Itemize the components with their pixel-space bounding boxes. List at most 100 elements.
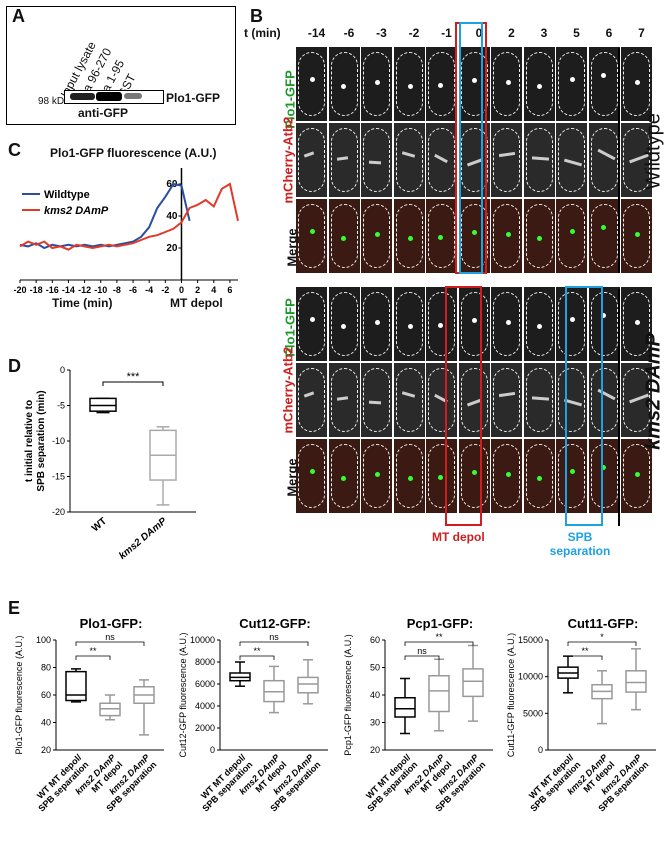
- time-label: -14: [307, 26, 326, 40]
- spb-dot: [472, 230, 477, 236]
- spb-dot: [438, 322, 444, 328]
- y-tick-label: 20: [166, 243, 178, 254]
- y-tick-label: 10000: [190, 635, 215, 645]
- row-label-atb2-mut: mCherry-Atb2: [280, 346, 296, 434]
- cell-outline: [363, 368, 390, 432]
- micrograph: [426, 47, 457, 121]
- spb-dot: [537, 84, 542, 89]
- sig-bracket: [239, 655, 275, 660]
- cell-outline: [493, 128, 520, 192]
- x-tick-label: -12: [78, 285, 91, 295]
- sig-label: ns: [269, 632, 279, 642]
- micrograph: [621, 123, 652, 197]
- cell-outline: [395, 128, 423, 192]
- marker-label: 98 kD: [38, 96, 65, 107]
- spb-dot: [340, 84, 346, 89]
- micrograph: [328, 287, 360, 361]
- cell-outline: [623, 292, 650, 356]
- chart-title: Pcp1-GFP:: [407, 616, 473, 631]
- cell-outline: [590, 292, 618, 356]
- y-tick-label: 10000: [518, 672, 543, 682]
- spb-dot: [505, 232, 511, 238]
- cell-outline: [493, 292, 520, 356]
- y-tick-label: 60: [370, 635, 380, 645]
- y-axis-label: Pcp1-GFP fluorescence (A.U.): [343, 634, 353, 755]
- micrograph: [491, 439, 522, 513]
- spb-dot: [569, 76, 575, 82]
- cell-outline: [298, 204, 325, 268]
- cell-outline: [298, 292, 325, 356]
- panel-c-xlabel2: MT depol: [170, 296, 223, 310]
- cell-outline: [330, 368, 358, 432]
- cell-outline: [623, 204, 650, 268]
- sig-bracket: [567, 641, 637, 646]
- micrograph: [588, 363, 620, 437]
- cell-outline: [363, 128, 390, 192]
- sig-bracket: [239, 641, 309, 646]
- micrograph: [621, 199, 652, 273]
- cell-outline: [525, 444, 553, 508]
- cell-outline: [428, 128, 455, 192]
- spb-dot: [569, 316, 575, 322]
- micrograph: [393, 47, 425, 121]
- spb-dot: [600, 464, 606, 470]
- cell-outline: [590, 52, 618, 116]
- cell-outline: [460, 128, 488, 192]
- spb-dot: [309, 316, 315, 322]
- x-tick-label: -14: [62, 285, 75, 295]
- band-3: [124, 93, 142, 99]
- strain-bar-mut: [618, 289, 620, 526]
- spb-sep-label: SPB separation: [549, 530, 611, 558]
- spb-dot: [309, 468, 315, 474]
- cell-outline: [558, 128, 585, 192]
- micrograph: [491, 287, 522, 361]
- cell-outline: [460, 292, 488, 356]
- cell-outline: [525, 368, 553, 432]
- sig-bracket: [102, 381, 164, 386]
- cell-outline: [623, 368, 650, 432]
- spb-dot: [634, 80, 640, 86]
- cell-outline: [558, 292, 585, 356]
- spb-dot: [600, 72, 606, 78]
- cell-outline: [460, 444, 488, 508]
- y-tick-label: 40: [370, 690, 380, 700]
- x-tick-label: 0: [179, 285, 184, 295]
- y-axis-label: Cut12-GFP fluorescence (A.U.): [178, 633, 188, 758]
- cell-outline: [623, 444, 650, 508]
- sig-bracket: [567, 655, 603, 660]
- spb-dot: [569, 468, 575, 474]
- micrograph: [621, 439, 652, 513]
- legend-label: kms2 DAmP: [44, 205, 109, 217]
- spb-dot: [438, 234, 444, 240]
- sig-label: *: [600, 632, 604, 642]
- cell-outline: [590, 204, 618, 268]
- cell-outline: [558, 444, 585, 508]
- cell-outline: [395, 52, 423, 116]
- box: [65, 670, 87, 702]
- cell-outline: [525, 52, 553, 116]
- spb-dot: [309, 76, 315, 82]
- time-label: -1: [441, 26, 452, 40]
- y-axis-label-line: t initial relative to: [24, 400, 35, 482]
- strain-wildtype: Wildtype: [642, 113, 665, 190]
- y-tick-label: 30: [370, 718, 380, 728]
- micrograph: [556, 363, 587, 437]
- time-label: -6: [343, 26, 355, 40]
- cell-outline: [395, 444, 423, 508]
- panel-e-chart: Plo1-GFP: 20 40 60 80 100 Plo1-GFP fluorescenc…: [14, 616, 164, 814]
- micrograph: [458, 363, 490, 437]
- y-tick-label: 40: [41, 718, 51, 728]
- panel-a-label: A: [12, 6, 25, 26]
- cell-outline: [298, 52, 325, 116]
- micrograph: [458, 123, 490, 197]
- y-axis-label: t initial relative toSPB separation (min…: [24, 390, 47, 491]
- cell-outline: [493, 444, 520, 508]
- sig-bracket: [75, 655, 111, 660]
- micrograph: [621, 47, 652, 121]
- x-tick-label: -4: [145, 285, 153, 295]
- spb-dot: [340, 476, 346, 481]
- micrograph: [393, 123, 425, 197]
- micrograph: [491, 47, 522, 121]
- y-tick-label: -15: [52, 472, 65, 482]
